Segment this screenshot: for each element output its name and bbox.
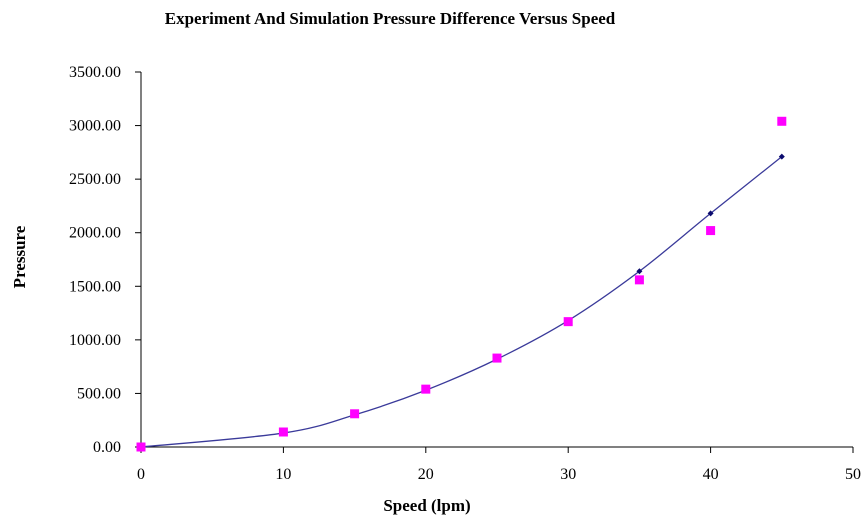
square-marker [136, 442, 146, 452]
square-marker [278, 427, 288, 437]
diamond-marker [707, 210, 714, 217]
series-1 [138, 153, 785, 450]
y-tick-label: 2000.00 [69, 225, 121, 242]
x-tick-label: 0 [137, 466, 145, 483]
chart-title: Experiment And Simulation Pressure Diffe… [165, 9, 616, 28]
x-tick-label: 30 [560, 466, 576, 483]
x-tick-label: 40 [703, 466, 719, 483]
y-axis-title: Pressure [10, 225, 29, 288]
diamond-marker [778, 153, 785, 160]
square-marker [634, 275, 644, 285]
y-tick-label: 3500.00 [69, 64, 121, 81]
series-line [140, 156, 783, 448]
square-marker [421, 384, 431, 394]
y-tick-label: 3000.00 [69, 118, 121, 135]
y-tick-label: 2500.00 [69, 171, 121, 188]
y-tick-label: 500.00 [77, 385, 121, 402]
x-axis-title: Speed (lpm) [383, 496, 470, 515]
y-tick-label: 1000.00 [69, 332, 121, 349]
axes [135, 71, 854, 453]
tick-labels: 0.00 500.00 1000.00 1500.00 2000.00 2500.00 30… [69, 64, 861, 483]
series-2 [136, 116, 787, 452]
square-marker [563, 317, 573, 327]
x-tick-label: 10 [275, 466, 291, 483]
x-tick-label: 50 [845, 466, 861, 483]
square-marker [350, 409, 360, 419]
square-marker [777, 116, 787, 126]
x-tick-label: 20 [418, 466, 434, 483]
diamond-marker [636, 268, 643, 275]
y-tick-label: 0.00 [93, 439, 121, 456]
square-marker [492, 353, 502, 363]
series-layer [136, 116, 787, 452]
square-marker [706, 226, 716, 236]
y-tick-label: 1500.00 [69, 278, 121, 295]
